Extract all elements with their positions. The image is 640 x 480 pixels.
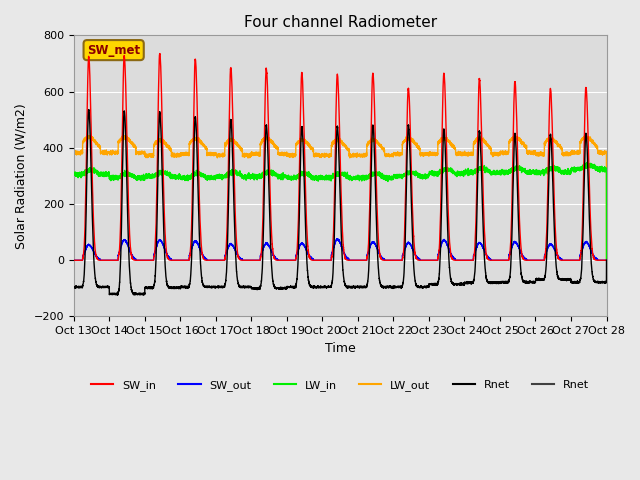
Text: SW_met: SW_met — [87, 44, 140, 57]
Y-axis label: Solar Radiation (W/m2): Solar Radiation (W/m2) — [15, 103, 28, 249]
Legend: SW_in, SW_out, LW_in, LW_out, Rnet, Rnet: SW_in, SW_out, LW_in, LW_out, Rnet, Rnet — [86, 375, 594, 395]
X-axis label: Time: Time — [324, 342, 355, 355]
Title: Four channel Radiometer: Four channel Radiometer — [244, 15, 436, 30]
